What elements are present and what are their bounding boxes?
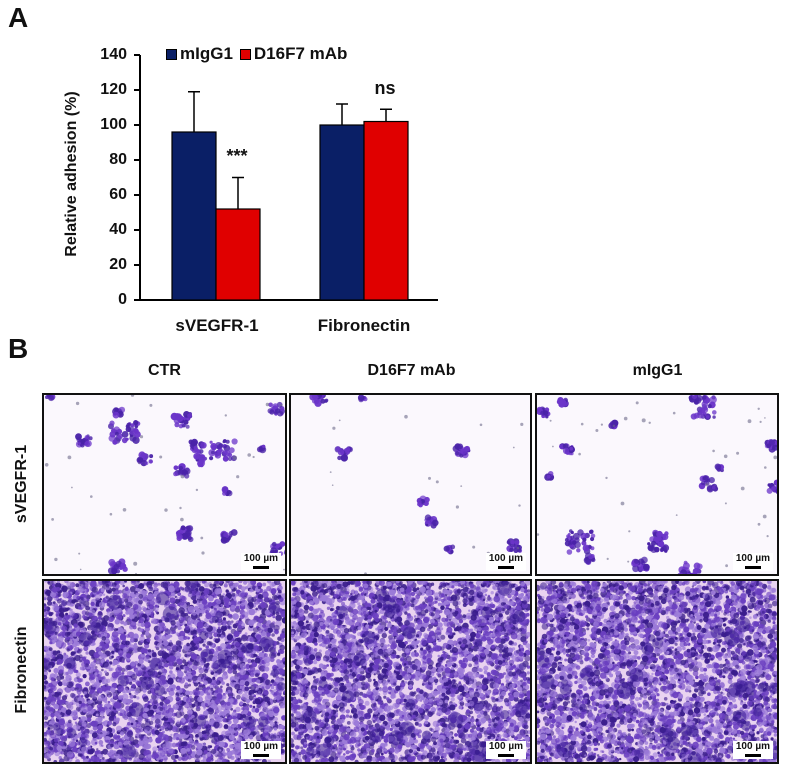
scale-bar-label: 100 µm — [735, 741, 770, 752]
cell-stain-texture — [537, 581, 777, 762]
scale-bar-line — [497, 754, 514, 757]
legend-item-d16f7: D16F7 mAb — [239, 44, 348, 64]
scale-bar-label: 100 µm — [243, 741, 278, 752]
significance-svegfr1: *** — [226, 146, 248, 166]
panel-a-label: A — [8, 2, 29, 33]
scale-bar-label: 100 µm — [488, 553, 523, 564]
scale-bar-line — [497, 566, 514, 569]
cell-stain-texture — [309, 395, 524, 574]
scale-bar-line — [252, 754, 269, 757]
column-title-d16f7: D16F7 mAb — [367, 362, 456, 379]
cell-stain-texture — [537, 395, 777, 574]
scale-bar-label: 100 µm — [735, 553, 770, 564]
bar-svegfr-1-migg1 — [171, 131, 217, 301]
scale-bar-label: 100 µm — [488, 741, 523, 752]
micrograph-fibronectin-d16f7: 100 µm — [289, 579, 532, 764]
column-title-migg1: mIgG1 — [632, 362, 683, 379]
row-title-fibronectin: Fibronectin — [13, 626, 30, 714]
column-title-ctr: CTR — [148, 362, 181, 379]
panel-b-label: B — [8, 333, 29, 364]
legend-swatch-migg1 — [166, 48, 177, 60]
micrograph-fibronectin-ctr: 100 µm — [42, 579, 287, 764]
scale-bar-line — [744, 566, 761, 569]
y-tick-label: 20 — [109, 256, 127, 273]
scale-bar-line — [744, 754, 761, 757]
cell-stain-texture — [291, 581, 530, 762]
scale-bar: 100 µm — [240, 741, 281, 759]
legend-label-d16f7: D16F7 mAb — [253, 44, 348, 63]
micrograph-svegfr1-d16f7: 100 µm — [289, 393, 532, 576]
scale-bar-line — [252, 566, 269, 569]
y-tick-label: 40 — [109, 221, 127, 238]
y-tick-label: 100 — [100, 116, 127, 133]
bar-svegfr-1-d16f7-mab — [215, 208, 261, 301]
y-tick-label: 60 — [109, 186, 127, 203]
bar-fibronectin-migg1 — [319, 124, 365, 301]
y-tick-label: 80 — [109, 151, 127, 168]
scale-bar: 100 µm — [732, 741, 773, 759]
x-category-svegfr1: sVEGFR-1 — [175, 316, 259, 335]
scale-bar: 100 µm — [732, 553, 773, 571]
micrograph-svegfr1-ctr: 100 µm — [42, 393, 287, 576]
scale-bar: 100 µm — [240, 553, 281, 571]
legend-label-migg1: mIgG1 — [180, 44, 233, 63]
x-category-fibronectin: Fibronectin — [317, 316, 411, 335]
row-title-svegfr1: sVEGFR-1 — [13, 444, 30, 524]
significance-fibronectin: ns — [374, 78, 396, 98]
scale-bar: 100 µm — [485, 741, 526, 759]
chart-axes — [134, 54, 438, 301]
legend-item-migg1: mIgG1 — [166, 44, 233, 64]
micrograph-svegfr1-migg1: 100 µm — [535, 393, 779, 576]
scale-bar: 100 µm — [485, 553, 526, 571]
legend-swatch-d16f7 — [239, 48, 251, 60]
y-tick-label: 120 — [100, 81, 127, 98]
scale-bar-label: 100 µm — [243, 553, 278, 564]
bar-chart: Relative adhesion (%) 0 20 40 60 80 100 120 140… — [0, 0, 460, 340]
bar-fibronectin-d16f7-mab — [363, 120, 409, 301]
y-tick-label: 0 — [118, 291, 127, 308]
cell-stain-texture — [44, 395, 285, 574]
micrograph-fibronectin-migg1: 100 µm — [535, 579, 779, 764]
legend: mIgG1 D16F7 mAb — [166, 44, 351, 64]
cell-stain-texture — [44, 581, 285, 762]
y-tick-label: 140 — [100, 46, 127, 63]
